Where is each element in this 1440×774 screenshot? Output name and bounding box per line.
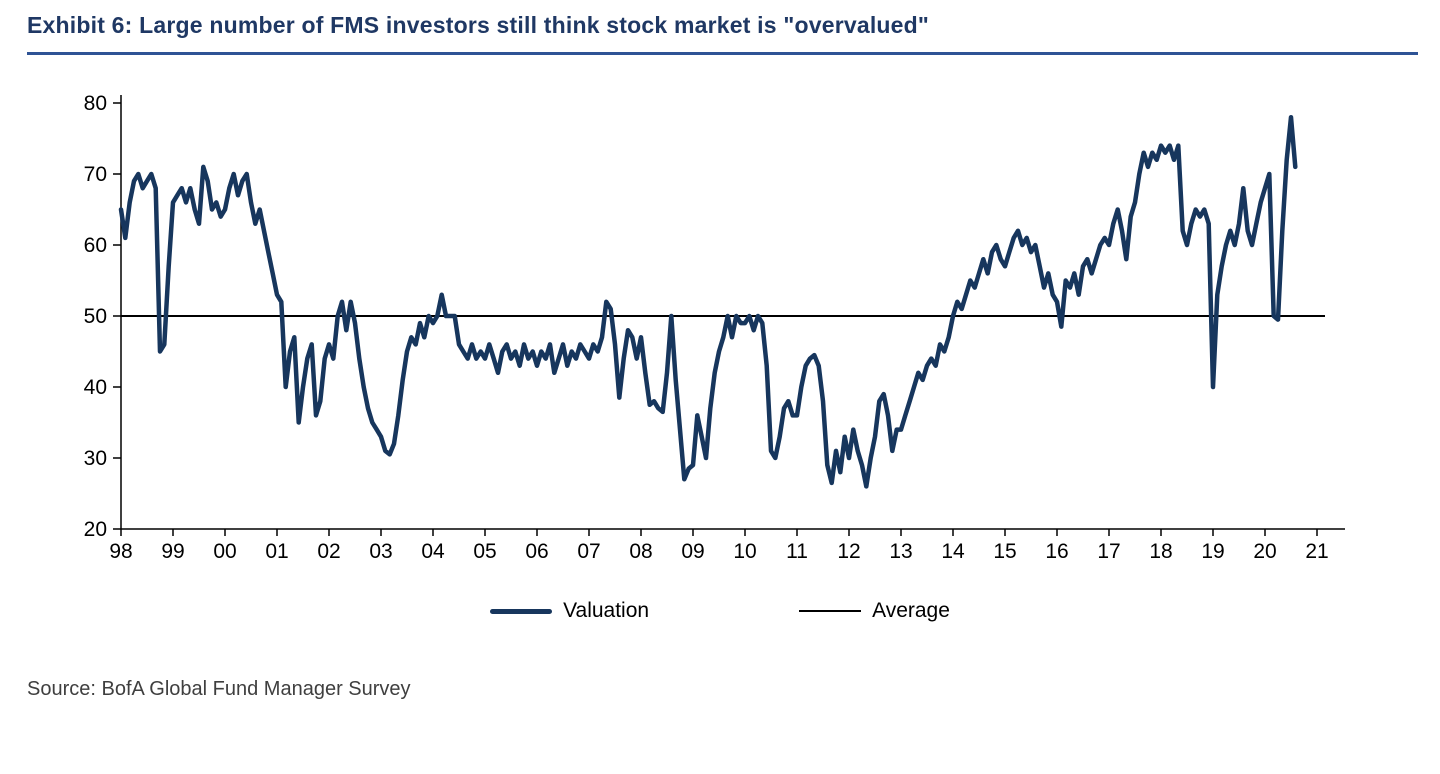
x-axis-tick-label: 01 <box>265 540 288 563</box>
y-axis-tick-label: 20 <box>84 518 107 541</box>
legend-item-average: Average <box>799 599 950 623</box>
legend-item-valuation: Valuation <box>490 599 649 623</box>
y-axis-tick-label: 60 <box>84 234 107 257</box>
source-attribution: Source: BofA Global Fund Manager Survey <box>27 678 411 700</box>
x-axis-tick-label: 18 <box>1149 540 1172 563</box>
x-axis-tick-label: 16 <box>1045 540 1068 563</box>
x-axis-tick-label: 17 <box>1097 540 1120 563</box>
x-axis-tick-label: 10 <box>733 540 756 563</box>
chart-title: Exhibit 6: Large number of FMS investors… <box>27 12 930 38</box>
x-axis-tick-label: 06 <box>525 540 548 563</box>
x-axis-tick-label: 12 <box>837 540 860 563</box>
x-axis-tick-label: 14 <box>941 540 965 563</box>
average-line-swatch-icon <box>799 610 862 612</box>
y-axis-tick-label: 30 <box>84 447 107 470</box>
valuation-line-swatch-icon <box>490 608 553 614</box>
x-axis-tick-label: 02 <box>317 540 340 563</box>
x-axis-tick-label: 13 <box>889 540 912 563</box>
y-axis-tick-label: 80 <box>84 92 107 115</box>
x-axis-tick-label: 03 <box>369 540 392 563</box>
x-axis-tick-label: 21 <box>1305 540 1328 563</box>
x-axis-tick-label: 99 <box>161 540 184 563</box>
title-divider-rule <box>27 52 1418 55</box>
legend-average-label: Average <box>872 599 950 622</box>
valuation-series-line <box>118 114 1298 489</box>
x-axis-tick-label: 05 <box>473 540 496 563</box>
legend-valuation-label: Valuation <box>563 599 650 622</box>
x-axis-tick-label: 98 <box>109 540 132 563</box>
chart-legend: Valuation Average <box>0 599 1440 623</box>
x-axis-tick-label: 09 <box>681 540 704 563</box>
y-axis-tick-label: 40 <box>84 376 107 399</box>
x-axis-tick-label: 19 <box>1201 540 1224 563</box>
x-axis-tick-label: 20 <box>1253 540 1276 563</box>
x-axis-tick-label: 00 <box>213 540 236 563</box>
x-axis-tick-label: 07 <box>577 540 600 563</box>
x-axis-tick-label: 11 <box>786 540 808 563</box>
y-axis-tick-label: 70 <box>84 163 107 186</box>
x-axis-tick-label: 15 <box>993 540 1016 563</box>
x-axis-tick-label: 04 <box>421 540 445 563</box>
x-axis-tick-label: 08 <box>629 540 652 563</box>
y-axis-tick-label: 50 <box>84 305 107 328</box>
